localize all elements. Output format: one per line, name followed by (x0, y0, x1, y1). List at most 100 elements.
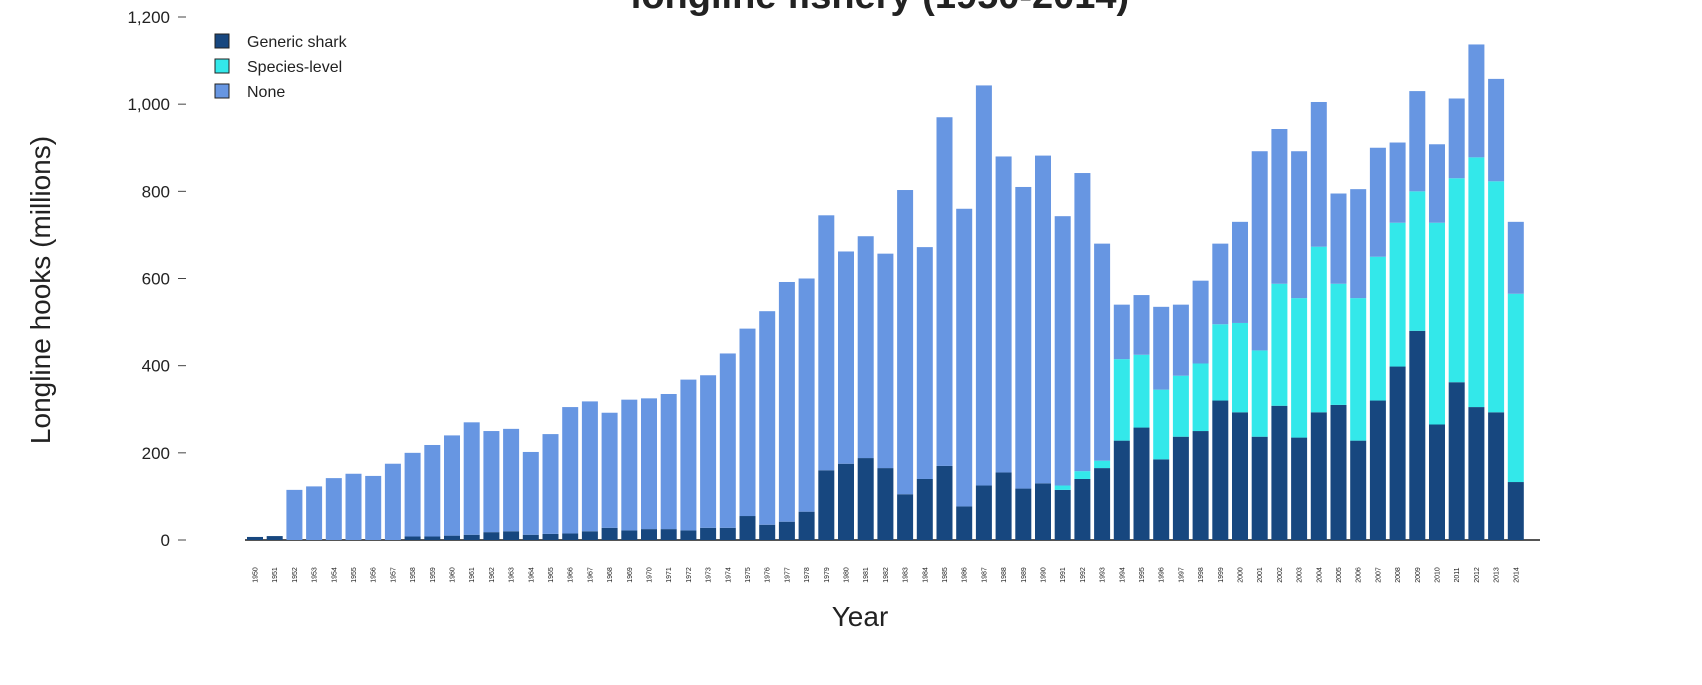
bar-segment (247, 536, 263, 540)
bar-segment (857, 458, 874, 540)
bar-segment (1350, 189, 1367, 299)
bar-segment (1330, 404, 1347, 540)
bar-segment (286, 489, 303, 540)
bar-segment (384, 463, 401, 540)
bar-segment (503, 531, 520, 540)
legend-label: Species-level (247, 59, 342, 76)
x-tick-label: 2001 (1257, 567, 1264, 583)
x-tick-label: 1957 (390, 567, 397, 583)
bar-segment (1094, 468, 1111, 540)
x-tick-label: 1960 (450, 567, 457, 583)
x-tick-label: 1966 (568, 567, 575, 583)
bar-segment (1192, 431, 1209, 540)
bar-segment (542, 434, 559, 534)
bar-segment (838, 463, 854, 540)
x-tick-label: 1956 (371, 567, 378, 583)
bar-segment (1488, 78, 1505, 182)
bar-segment (1271, 129, 1288, 284)
x-tick-label: 1983 (903, 567, 910, 583)
y-tick-label: 1,000 (127, 95, 170, 114)
bar-segment (936, 117, 953, 466)
bar-segment (1015, 488, 1032, 540)
x-tick-label: 1977 (784, 567, 791, 583)
x-tick-label: 1975 (745, 567, 752, 583)
bar-segment (916, 478, 933, 540)
bar-segment (1212, 243, 1229, 325)
x-tick-label: 1991 (1060, 567, 1067, 583)
x-tick-label: 1993 (1100, 567, 1107, 583)
x-tick-label: 1985 (942, 567, 949, 583)
bar-segment (759, 311, 776, 525)
bar-segment (522, 534, 539, 540)
x-tick-label: 2007 (1375, 567, 1382, 583)
bar-segment (1448, 382, 1465, 540)
bar-segment (1389, 142, 1406, 223)
bar-segment (1448, 98, 1465, 179)
bar-segment (1094, 460, 1111, 469)
bar-segment (1251, 350, 1268, 437)
bar-segment (956, 506, 973, 540)
bar-segment (1409, 330, 1426, 540)
bar-segment (897, 190, 914, 495)
x-tick-label: 1987 (981, 567, 988, 583)
x-tick-label: 2013 (1494, 567, 1501, 583)
bar-segment (719, 527, 736, 540)
x-tick-label: 1974 (725, 567, 732, 583)
bar-segment (1507, 482, 1524, 540)
x-tick-label: 1969 (627, 567, 634, 583)
bar-segment (1488, 412, 1505, 540)
x-tick-label: 2006 (1356, 567, 1363, 583)
bar-segment (1389, 366, 1406, 540)
x-tick-label: 1950 (253, 567, 260, 583)
bar-segment (424, 444, 441, 537)
bar-segment (463, 422, 480, 535)
x-tick-label: 2012 (1474, 567, 1481, 583)
x-tick-label: 1978 (804, 567, 811, 583)
bar-segment (1389, 222, 1406, 367)
bar-segment (1153, 306, 1170, 390)
bar-segment (1133, 354, 1150, 428)
bar-segment (1369, 256, 1386, 401)
x-tick-label: 1998 (1198, 567, 1205, 583)
bar-segment (1291, 437, 1308, 540)
bar-segment (1507, 221, 1524, 294)
x-tick-label: 1979 (824, 567, 831, 583)
bar-segment (483, 532, 500, 540)
y-tick-label: 0 (161, 531, 170, 550)
bar-segment (345, 473, 362, 540)
bar-segment (1212, 400, 1229, 540)
bar-segment (1350, 298, 1367, 441)
x-tick-label: 1990 (1041, 567, 1048, 583)
bar-segment (1054, 489, 1071, 540)
x-tick-label: 1958 (410, 567, 417, 583)
bar-segment (601, 527, 618, 540)
bar-segment (1035, 155, 1051, 484)
bar-segment (1212, 324, 1229, 401)
chart-title: longline fishery (1950-2014) (631, 0, 1129, 17)
bar-segment (778, 281, 795, 522)
bar-segment (1113, 304, 1130, 360)
x-tick-label: 1972 (686, 567, 693, 583)
bar-segment (581, 531, 598, 540)
x-tick-label: 1996 (1159, 567, 1166, 583)
legend-swatch (214, 58, 230, 74)
bar-segment (1113, 359, 1130, 441)
bar-segment (1429, 144, 1445, 223)
x-tick-label: 1992 (1080, 567, 1087, 583)
bar-segment (1468, 407, 1485, 540)
x-tick-label: 1989 (1021, 567, 1028, 583)
x-tick-label: 1965 (548, 567, 555, 583)
bar-segment (857, 236, 874, 459)
bar-segment (956, 208, 973, 507)
legend-label: None (247, 84, 285, 101)
x-tick-label: 1980 (844, 567, 851, 583)
bar-segment (365, 475, 382, 540)
bar-segment (1429, 424, 1445, 540)
bar-segment (1468, 157, 1485, 408)
bar-segment (1074, 471, 1091, 479)
bar-segment (1488, 181, 1505, 413)
x-tick-label: 1982 (883, 567, 890, 583)
bar-segment (1074, 478, 1091, 540)
bar-segment (641, 398, 657, 530)
